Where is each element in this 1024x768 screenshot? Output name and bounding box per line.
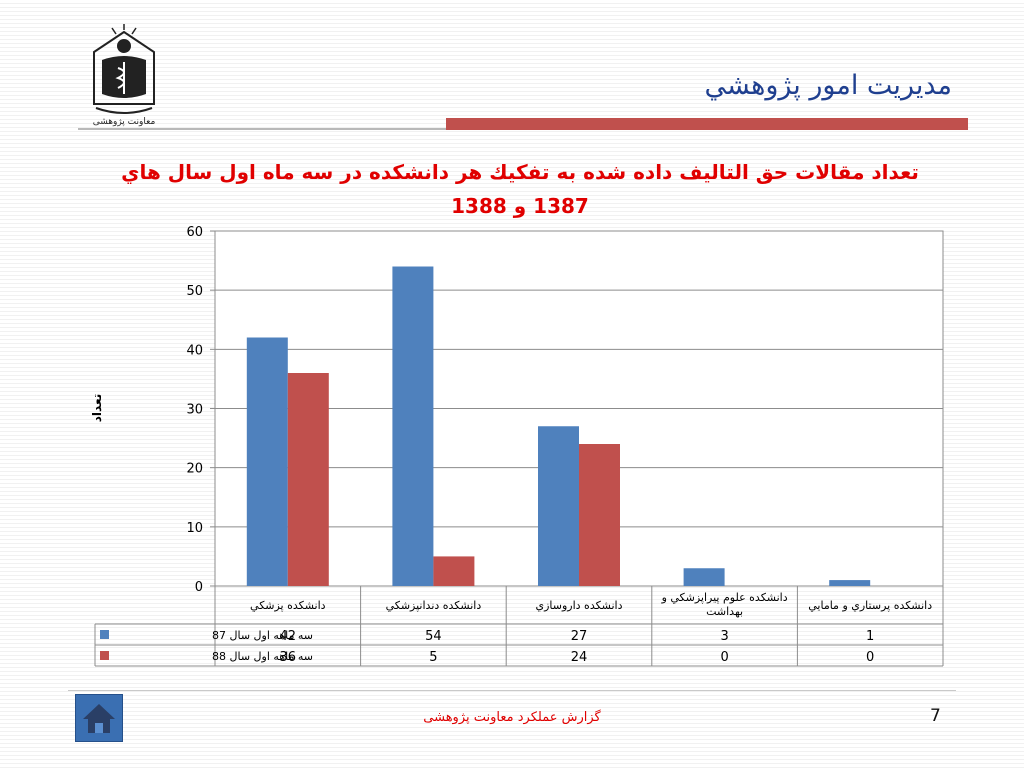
y-tick-label: 60 xyxy=(186,225,203,240)
home-icon xyxy=(83,704,115,733)
data-label: 3 xyxy=(720,629,728,644)
category-label: دانشکده پزشکي xyxy=(250,599,326,612)
bar-1 xyxy=(246,337,288,586)
bar-1 xyxy=(683,568,725,586)
data-label: 42 xyxy=(280,629,297,644)
logo-caption: معاونت پژوهشی xyxy=(92,117,156,127)
legend-swatch-2 xyxy=(100,651,109,660)
data-label: 27 xyxy=(571,629,588,644)
university-logo xyxy=(86,22,162,132)
legend-swatch-1 xyxy=(100,630,109,639)
bar-1 xyxy=(538,426,579,586)
category-label: دانشکده علوم پيراپزشکي و xyxy=(661,591,788,604)
category-label: دانشکده دندانپزشکي xyxy=(386,599,482,612)
y-tick-label: 30 xyxy=(186,403,203,418)
page-title: مديريت امور پژوهشي xyxy=(704,70,952,101)
data-label: 36 xyxy=(280,650,297,665)
data-label: 1 xyxy=(866,629,874,644)
category-label: دانشکده داروسازي xyxy=(535,599,622,612)
legend-label-2: سه ماهه اول سال 88 xyxy=(212,650,313,663)
home-button[interactable] xyxy=(75,694,123,742)
bar-1 xyxy=(829,580,871,586)
legend-label-1: سه ماهه اول سال 87 xyxy=(212,629,313,642)
y-axis-label: تعداد xyxy=(90,394,104,422)
category-label: بهداشت xyxy=(706,605,743,618)
chart-title: تعداد مقالات حق التاليف داده شده به تفكي… xyxy=(120,155,920,223)
header-accent-bar xyxy=(446,118,968,130)
y-tick-label: 10 xyxy=(186,521,203,536)
bar-2 xyxy=(433,556,475,586)
y-tick-label: 20 xyxy=(186,462,203,477)
bar-1 xyxy=(392,266,434,586)
y-tick-label: 50 xyxy=(186,284,203,299)
chart-title-line-1: تعداد مقالات حق التاليف داده شده به تفكي… xyxy=(121,160,919,184)
bar-2 xyxy=(287,373,329,586)
footer-divider xyxy=(68,690,956,691)
data-label: 0 xyxy=(720,650,728,665)
page-number: 7 xyxy=(930,706,941,726)
footer-text: گزارش عملکرد معاونت پژوهشی xyxy=(423,710,601,725)
chart-title-line-2: 1387 و 1388 xyxy=(451,194,589,218)
header-divider xyxy=(78,128,446,130)
data-label: 54 xyxy=(425,629,442,644)
bar-2 xyxy=(579,444,620,586)
y-tick-label: 40 xyxy=(186,343,203,358)
y-tick-label: 0 xyxy=(195,580,203,595)
data-label: 5 xyxy=(429,650,437,665)
data-label: 0 xyxy=(866,650,874,665)
category-label: دانشکده پرستاري و مامايي xyxy=(808,599,932,612)
data-label: 24 xyxy=(571,650,588,665)
